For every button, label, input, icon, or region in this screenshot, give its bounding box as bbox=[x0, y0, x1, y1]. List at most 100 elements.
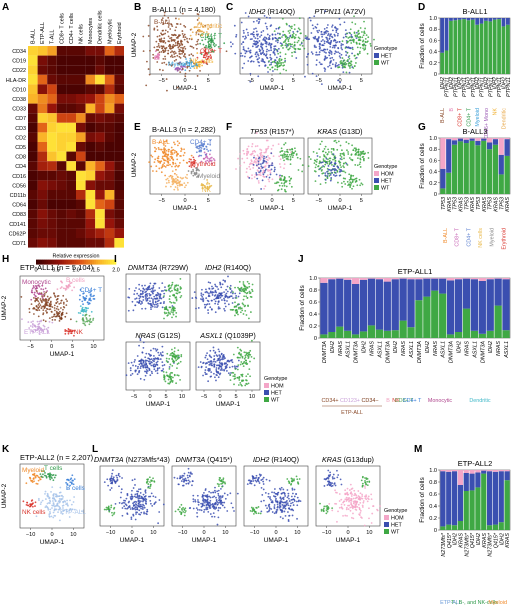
umap-point bbox=[144, 502, 147, 505]
umap-point bbox=[143, 288, 146, 291]
umap-point bbox=[243, 152, 246, 155]
cluster-erythroid bbox=[188, 156, 197, 168]
umap-point bbox=[172, 376, 174, 379]
umap-point bbox=[57, 313, 60, 316]
umap-point bbox=[178, 48, 181, 51]
heatmap-cell bbox=[76, 46, 86, 56]
umap-point bbox=[43, 293, 46, 295]
umap-point bbox=[197, 503, 200, 506]
umap-point bbox=[239, 164, 242, 167]
y-tick-label: 1.0 bbox=[429, 136, 437, 142]
geno-wt bbox=[274, 174, 293, 193]
umap-point bbox=[142, 364, 145, 367]
heatmap-cell bbox=[76, 170, 86, 181]
umap-point bbox=[318, 148, 321, 151]
colorbar-segment bbox=[84, 259, 87, 265]
colorbar-tick: 1.5 bbox=[92, 268, 100, 274]
umap-point bbox=[138, 500, 141, 502]
umap-point bbox=[173, 373, 176, 376]
umap-point bbox=[179, 180, 182, 183]
umap-point bbox=[171, 357, 174, 360]
umap-point bbox=[329, 157, 332, 160]
umap-point bbox=[70, 503, 73, 506]
umap-point bbox=[329, 61, 332, 64]
umap-point bbox=[47, 301, 49, 304]
umap-point bbox=[339, 81, 341, 84]
umap-point bbox=[163, 148, 165, 151]
umap-point bbox=[66, 285, 69, 288]
bar-wt bbox=[367, 325, 376, 338]
umap-point bbox=[60, 498, 63, 500]
mutation-label: (G12S) bbox=[155, 331, 180, 340]
umap-point bbox=[280, 182, 283, 185]
umap-point bbox=[284, 53, 287, 56]
umap-point bbox=[28, 307, 31, 310]
umap-point bbox=[163, 140, 166, 143]
umap-point bbox=[161, 306, 164, 309]
heatmap-cell bbox=[104, 142, 115, 152]
umap-point bbox=[351, 39, 354, 42]
umap-point bbox=[273, 170, 276, 173]
umap-point bbox=[275, 40, 277, 42]
umap-point bbox=[154, 300, 157, 303]
umap-point bbox=[329, 57, 332, 60]
umap-point bbox=[58, 491, 61, 494]
umap-point bbox=[36, 287, 39, 290]
umap-point bbox=[328, 174, 331, 177]
umap-point bbox=[347, 37, 350, 39]
y-tick-label: 0.4 bbox=[429, 170, 437, 176]
umap-point bbox=[287, 43, 290, 45]
umap-point bbox=[309, 19, 312, 22]
umap-point bbox=[168, 43, 171, 46]
umap-point bbox=[357, 29, 360, 32]
umap-point bbox=[255, 55, 258, 58]
umap-point bbox=[320, 49, 323, 52]
umap-point bbox=[305, 55, 308, 58]
umap-point bbox=[223, 369, 226, 372]
heatmap-cell bbox=[114, 161, 124, 171]
umap-point bbox=[336, 34, 339, 37]
umap-point bbox=[349, 28, 352, 31]
umap-point bbox=[257, 180, 260, 182]
x-axis-label: UMAP-1 bbox=[260, 85, 285, 92]
umap-point bbox=[219, 372, 222, 375]
umap-point bbox=[223, 299, 226, 302]
umap-point bbox=[320, 166, 323, 169]
umap-point bbox=[286, 153, 289, 156]
bar-wt bbox=[383, 330, 391, 338]
bar-gene-label: NRAS bbox=[464, 341, 470, 356]
umap-point bbox=[136, 373, 139, 376]
heatmap-cell bbox=[114, 170, 124, 181]
umap-point bbox=[195, 66, 198, 68]
heatmap-cell bbox=[114, 122, 124, 133]
umap-point bbox=[327, 165, 330, 167]
umap-point bbox=[195, 43, 198, 46]
umap-point bbox=[152, 300, 154, 302]
umap-point bbox=[59, 507, 61, 509]
umap-point bbox=[341, 57, 344, 59]
cluster-myeloid bbox=[180, 57, 199, 72]
umap-point bbox=[33, 286, 35, 289]
umap-point bbox=[55, 312, 58, 314]
heatmap-cell bbox=[85, 151, 96, 162]
umap-point bbox=[360, 153, 363, 155]
umap-point bbox=[190, 171, 193, 173]
umap-point bbox=[179, 71, 182, 73]
umap-point bbox=[292, 30, 295, 33]
umap-point bbox=[92, 317, 95, 320]
mutation-label: (R729W) bbox=[157, 263, 188, 272]
umap-point bbox=[188, 69, 191, 72]
umap-point bbox=[262, 51, 264, 54]
umap-point bbox=[79, 294, 81, 297]
umap-point bbox=[268, 64, 271, 66]
umap-point bbox=[172, 306, 175, 309]
bar-hom bbox=[351, 278, 360, 284]
cluster-cd8 bbox=[75, 313, 95, 327]
colorbar-segment bbox=[78, 259, 81, 265]
umap-point bbox=[181, 476, 183, 479]
legend-swatch-wt bbox=[374, 185, 379, 190]
bar-het bbox=[466, 18, 471, 21]
legend-swatch-wt bbox=[374, 60, 379, 65]
bar-het bbox=[320, 282, 328, 335]
umap-point bbox=[218, 294, 221, 297]
